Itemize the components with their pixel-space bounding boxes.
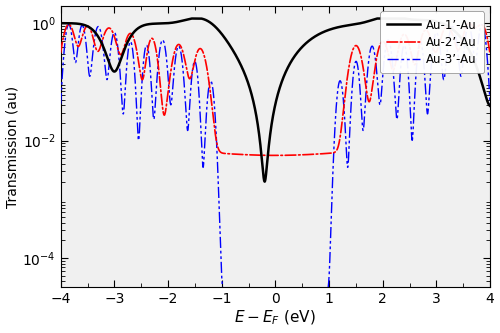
Au-3’-Au xyxy=(479,23,485,27)
Au-2’-Au xyxy=(378,41,384,45)
Au-3’-Au xyxy=(222,290,228,294)
Au-2’-Au xyxy=(272,154,278,158)
Au-3’-Au xyxy=(58,102,64,106)
Au-3’-Au xyxy=(316,292,322,296)
Line: Au-3’-Au: Au-3’-Au xyxy=(60,25,490,317)
Au-1’-Au xyxy=(337,25,343,29)
Au-2’-Au xyxy=(487,52,493,56)
Au-2’-Au xyxy=(222,152,228,156)
Line: Au-1’-Au: Au-1’-Au xyxy=(60,19,490,181)
Au-3’-Au xyxy=(411,114,417,118)
Au-1’-Au xyxy=(378,17,384,21)
Legend: Au-1’-Au, Au-2’-Au, Au-3’-Au: Au-1’-Au, Au-2’-Au, Au-3’-Au xyxy=(380,11,484,73)
Au-1’-Au xyxy=(411,18,417,22)
Y-axis label: Transmission (au): Transmission (au) xyxy=(6,86,20,207)
Au-1’-Au xyxy=(136,26,141,30)
Au-3’-Au xyxy=(272,315,278,319)
Au-2’-Au xyxy=(411,62,417,66)
Au-1’-Au xyxy=(222,36,228,40)
Au-3’-Au xyxy=(337,79,343,83)
Au-2’-Au xyxy=(58,51,64,55)
Au-2’-Au xyxy=(337,136,343,140)
X-axis label: $E - E_F$ (eV): $E - E_F$ (eV) xyxy=(234,309,316,327)
Au-3’-Au xyxy=(487,102,493,106)
Au-2’-Au xyxy=(466,21,472,25)
Au-3’-Au xyxy=(378,95,384,99)
Au-3’-Au xyxy=(136,138,141,142)
Au-1’-Au xyxy=(316,33,322,37)
Au-1’-Au xyxy=(58,21,64,25)
Au-1’-Au xyxy=(487,104,493,108)
Au-2’-Au xyxy=(136,61,141,65)
Au-2’-Au xyxy=(316,152,322,156)
Au-1’-Au xyxy=(262,179,268,183)
Au-1’-Au xyxy=(189,17,195,21)
Line: Au-2’-Au: Au-2’-Au xyxy=(60,23,490,156)
